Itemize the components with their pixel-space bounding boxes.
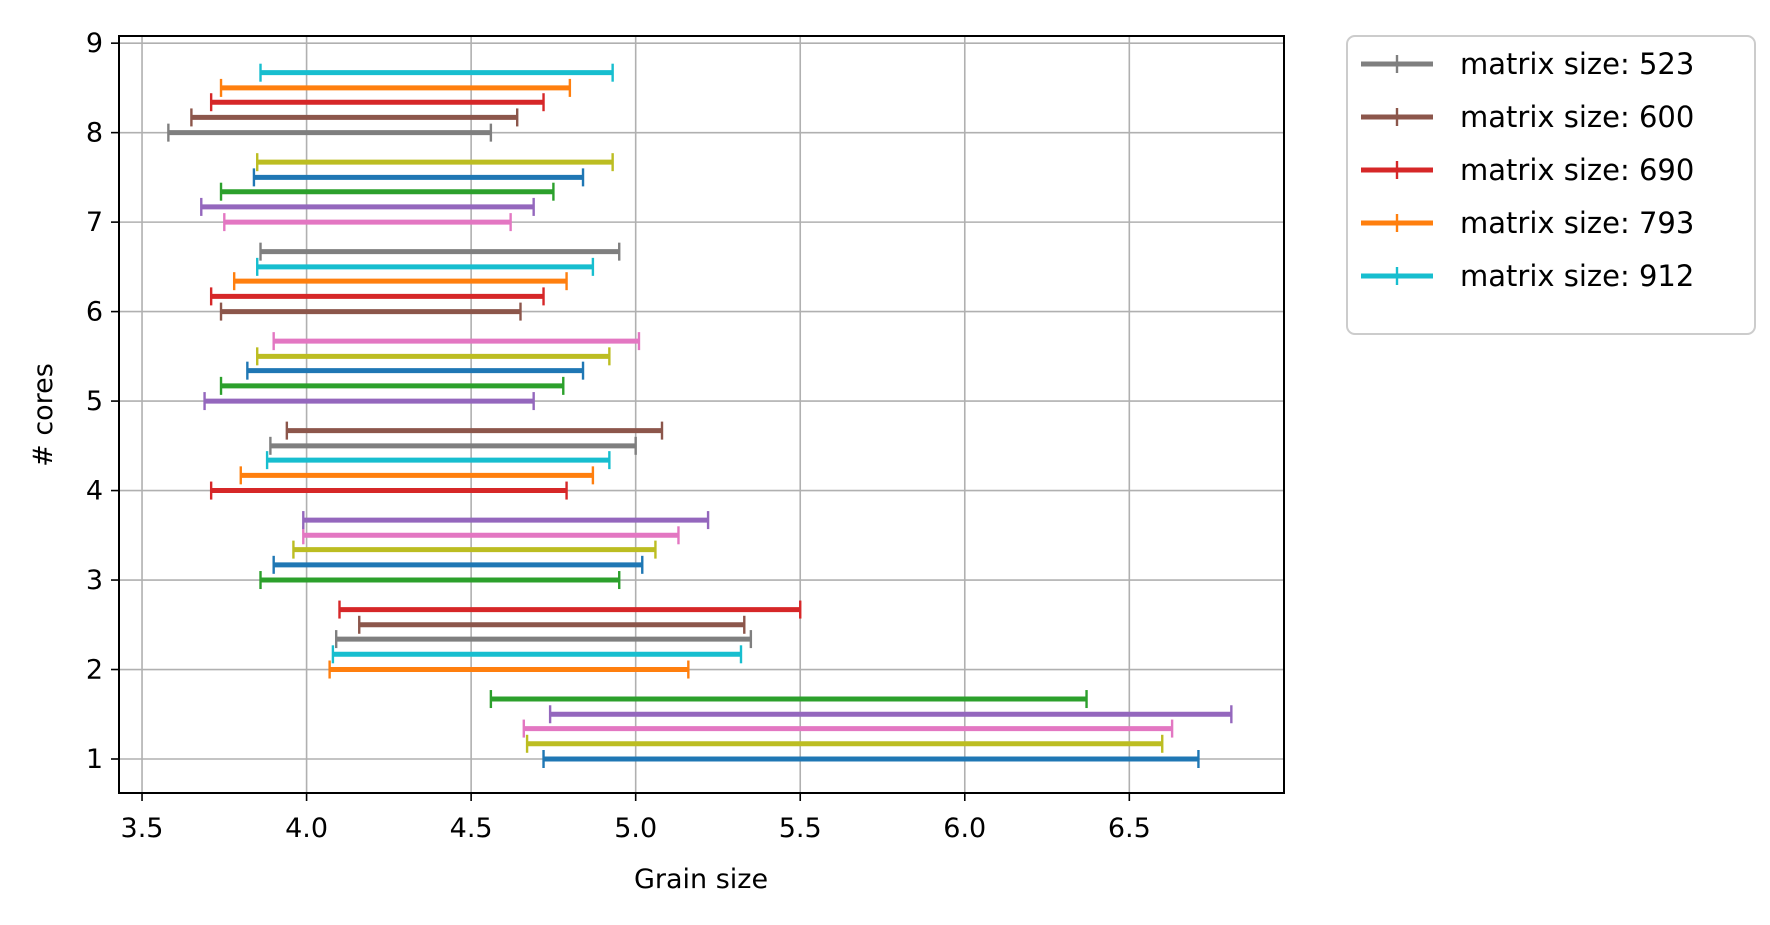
range-bar — [232, 272, 568, 291]
x-tick-label: 6.5 — [1108, 813, 1151, 844]
legend-label: matrix size: 912 — [1460, 259, 1694, 293]
range-bar — [358, 615, 746, 634]
y-axis-ticks: 1 2 3 4 5 6 7 8 9 — [86, 28, 119, 775]
range-bar — [259, 242, 621, 261]
range-bar — [256, 153, 614, 172]
plot-area-frame — [118, 35, 1285, 794]
range-bar — [292, 540, 657, 559]
y-tick-label: 6 — [86, 297, 103, 328]
range-bar — [265, 451, 611, 470]
legend-box — [1346, 35, 1756, 335]
range-bar — [269, 436, 637, 455]
range-bar — [219, 182, 555, 201]
range-bar — [328, 660, 690, 679]
range-bar — [256, 347, 611, 366]
range-bar — [335, 630, 753, 649]
x-tick-label: 6.0 — [943, 813, 986, 844]
range-bar — [239, 466, 595, 485]
x-axis-ticks: 3.5 4.0 4.5 5.0 5.5 6.0 6.5 — [121, 793, 1151, 844]
legend-label: matrix size: 600 — [1460, 100, 1694, 134]
range-bar — [272, 332, 641, 351]
legend-entry: matrix size: 793 — [1361, 206, 1694, 240]
range-bar — [200, 197, 535, 216]
range-bar — [525, 734, 1164, 753]
legend-entry: matrix size: 912 — [1361, 259, 1694, 293]
legend-label: matrix size: 523 — [1460, 47, 1694, 81]
range-bar — [259, 63, 614, 82]
range-bar — [167, 123, 493, 142]
legend-entry: matrix size: 690 — [1361, 153, 1694, 187]
range-bar — [542, 749, 1200, 768]
y-tick-label: 8 — [86, 118, 103, 149]
range-bar — [219, 376, 565, 395]
y-tick-label: 4 — [86, 476, 103, 507]
y-tick-label: 1 — [86, 744, 103, 775]
range-bar — [252, 168, 585, 187]
y-tick-label: 2 — [86, 655, 103, 686]
range-bar — [219, 302, 522, 321]
y-axis-label: # cores — [28, 363, 59, 467]
x-tick-label: 5.5 — [779, 813, 822, 844]
grid — [119, 36, 1284, 793]
y-tick-label: 3 — [86, 565, 103, 596]
legend-label: matrix size: 793 — [1460, 206, 1694, 240]
legend-label: matrix size: 690 — [1460, 153, 1694, 187]
range-bar — [338, 600, 802, 619]
range-bar — [219, 78, 572, 97]
range-bar — [548, 705, 1233, 724]
range-bar — [209, 287, 545, 306]
range-bar — [489, 690, 1088, 709]
range-bar — [302, 511, 710, 530]
range-bar — [203, 392, 535, 411]
bars — [167, 63, 1233, 768]
range-bar — [259, 571, 621, 590]
x-tick-label: 5.0 — [614, 813, 657, 844]
x-tick-label: 4.5 — [450, 813, 493, 844]
range-bar — [256, 257, 595, 276]
range-bar — [272, 555, 644, 574]
range-bar — [190, 108, 519, 127]
range-bar — [302, 526, 680, 545]
x-axis-label: Grain size — [634, 864, 768, 895]
x-tick-label: 4.0 — [285, 813, 328, 844]
range-bar — [209, 481, 568, 500]
legend-entry: matrix size: 523 — [1361, 47, 1694, 81]
range-bar — [209, 93, 545, 112]
range-bar — [223, 213, 512, 232]
y-tick-label: 7 — [86, 207, 103, 238]
x-tick-label: 3.5 — [121, 813, 164, 844]
legend: matrix size: 523 matrix size: 600 matrix s… — [1346, 35, 1756, 335]
range-bar — [522, 719, 1174, 738]
y-tick-label: 5 — [86, 386, 103, 417]
range-bar — [246, 361, 585, 380]
legend-entry: matrix size: 600 — [1361, 100, 1694, 134]
range-bar — [331, 645, 743, 664]
y-tick-label: 9 — [86, 28, 103, 59]
range-bar — [285, 421, 664, 440]
